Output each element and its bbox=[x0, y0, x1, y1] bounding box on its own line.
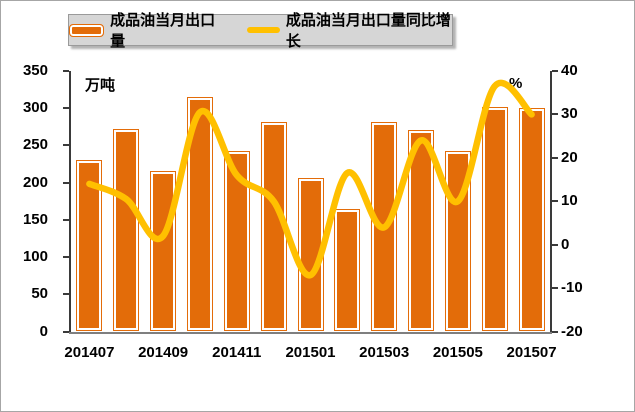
x-axis-tick-label: 201411 bbox=[212, 344, 262, 361]
right-axis-tick bbox=[552, 287, 558, 290]
right-axis-tick-label: 20 bbox=[561, 148, 578, 166]
right-axis-tick bbox=[552, 156, 558, 159]
left-axis-tick-label: 250 bbox=[22, 136, 48, 154]
right-axis-tick-label: 30 bbox=[561, 105, 578, 123]
bar-201502 bbox=[334, 208, 361, 332]
bar-series-swatch-icon bbox=[69, 23, 105, 37]
left-axis-tick-label: 150 bbox=[22, 210, 48, 228]
right-axis-tick bbox=[552, 113, 558, 116]
legend-bar-label: 成品油当月出口量 bbox=[110, 12, 216, 50]
left-axis-tick bbox=[63, 218, 69, 221]
chart-legend: 成品油当月出口量 成品油当月出口量同比增长 bbox=[68, 12, 453, 50]
left-axis-unit-label: 万吨 bbox=[85, 77, 116, 94]
right-axis-tick-label: 10 bbox=[561, 192, 578, 210]
line-series-swatch-icon bbox=[246, 27, 280, 33]
right-axis-tick-label: 0 bbox=[561, 235, 570, 253]
left-axis-tick-label: 350 bbox=[22, 62, 48, 79]
legend-item-line: 成品油当月出口量同比增长 bbox=[246, 9, 452, 51]
x-axis-tick-label: 201507 bbox=[506, 344, 557, 361]
left-axis-tick bbox=[63, 330, 69, 333]
bar-201408 bbox=[113, 129, 140, 332]
left-axis-tick-label: 200 bbox=[22, 173, 48, 191]
bar-201505 bbox=[444, 150, 471, 332]
right-axis-tick bbox=[552, 200, 558, 203]
bar-201412 bbox=[260, 121, 287, 332]
right-axis-tick bbox=[552, 70, 558, 72]
left-axis-tick-label: 50 bbox=[31, 285, 48, 303]
bar-201507 bbox=[518, 108, 545, 332]
left-axis-tick bbox=[63, 70, 69, 72]
x-axis-tick-label: 201409 bbox=[138, 344, 189, 361]
left-axis-tick bbox=[63, 256, 69, 259]
bar-201410 bbox=[186, 97, 213, 332]
left-axis-tick-label: 300 bbox=[22, 99, 48, 117]
right-axis-tick bbox=[552, 330, 558, 333]
left-axis-tick bbox=[63, 107, 69, 110]
bar-201506 bbox=[481, 106, 508, 332]
legend-item-bar: 成品油当月出口量 bbox=[69, 9, 221, 51]
bar-201503 bbox=[371, 121, 398, 332]
x-axis-tick-label: 201505 bbox=[432, 344, 483, 361]
right-axis-tick-label: 40 bbox=[561, 62, 578, 79]
right-axis-unit-label: % bbox=[509, 75, 523, 92]
right-axis-tick bbox=[552, 243, 558, 246]
legend-line-label: 成品油当月出口量同比增长 bbox=[285, 12, 451, 50]
right-axis-tick-label: -20 bbox=[561, 322, 583, 340]
left-axis-tick bbox=[63, 144, 69, 147]
x-axis-line bbox=[69, 331, 552, 334]
bar-201407 bbox=[76, 160, 103, 332]
bar-201411 bbox=[223, 150, 250, 332]
bar-201501 bbox=[297, 178, 324, 332]
x-axis-tick-label: 201501 bbox=[285, 344, 336, 361]
left-axis-tick-label: 0 bbox=[39, 322, 48, 340]
left-axis-tick-label: 100 bbox=[22, 248, 48, 266]
bar-201504 bbox=[408, 129, 435, 332]
left-axis-tick bbox=[63, 293, 69, 296]
right-axis-tick-label: -10 bbox=[561, 279, 583, 297]
x-axis-tick-label: 201503 bbox=[359, 344, 410, 361]
bar-201409 bbox=[150, 171, 177, 332]
left-axis-tick bbox=[63, 181, 69, 184]
left-axis-line bbox=[69, 71, 71, 332]
right-axis-line bbox=[550, 71, 552, 332]
x-axis-tick-label: 201407 bbox=[64, 344, 115, 361]
